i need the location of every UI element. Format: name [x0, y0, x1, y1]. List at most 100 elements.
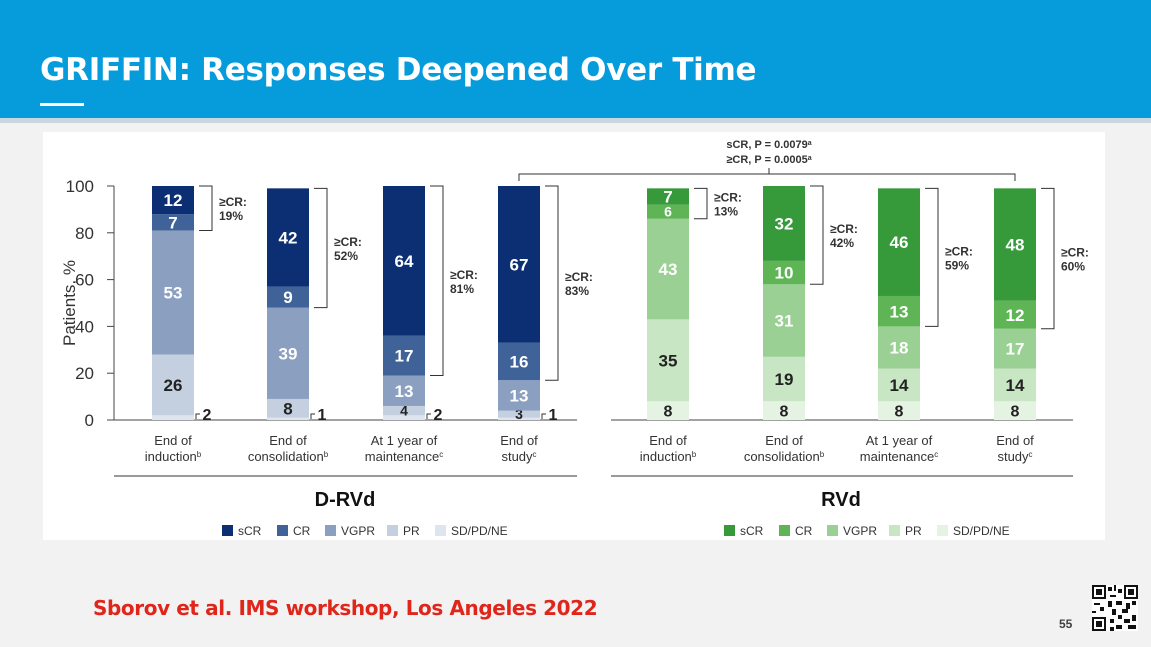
cr-label: ≥CR:	[565, 270, 593, 284]
y-tick-label: 0	[85, 411, 94, 430]
cr-label: 59%	[945, 258, 969, 272]
data-label: 7	[663, 188, 672, 207]
data-label: 35	[659, 351, 678, 370]
cr-label: 83%	[565, 284, 589, 298]
pvalue-footnote: a	[808, 155, 812, 162]
pvalue-footnote: a	[808, 140, 812, 147]
data-label: 17	[1006, 340, 1025, 359]
legend-swatch	[277, 525, 288, 536]
cr-label: 19%	[219, 209, 243, 223]
category-footnote: b	[692, 450, 697, 459]
legend-swatch	[724, 525, 735, 536]
cr-bracket	[694, 187, 708, 220]
data-label: 2	[203, 407, 212, 424]
citation: Sborov et al. IMS workshop, Los Angeles …	[93, 596, 598, 620]
bar-segment-vgpr	[878, 326, 920, 369]
legend-swatch	[435, 525, 446, 536]
title-underline	[40, 103, 84, 106]
legend-swatch	[387, 525, 398, 536]
legend-swatch	[937, 525, 948, 536]
data-label: 12	[1006, 306, 1025, 325]
data-label: 7	[168, 213, 177, 232]
category-footnote: c	[934, 450, 938, 459]
category-label: End of	[500, 433, 538, 448]
bar-segment-sdpdne	[647, 401, 689, 420]
category-label: studyc	[501, 449, 536, 464]
data-label: 43	[659, 260, 678, 279]
data-label: 6	[664, 204, 672, 220]
legend-label: VGPR	[843, 524, 877, 538]
data-label: 14	[1006, 376, 1025, 395]
cr-bracket	[199, 185, 213, 231]
data-label-leader	[541, 413, 546, 419]
bar-segment-pr	[994, 368, 1036, 402]
y-tick-label: 100	[66, 177, 94, 196]
comparison-bracket	[518, 173, 1016, 181]
legend-label: SD/PD/NE	[451, 524, 508, 538]
data-label: 13	[395, 382, 414, 401]
legend-swatch	[325, 525, 336, 536]
data-label: 8	[283, 399, 292, 418]
bar-segment-vgpr	[994, 328, 1036, 369]
legend-label: VGPR	[341, 524, 375, 538]
bar-segment-cr	[994, 300, 1036, 329]
category-label: inductionb	[640, 449, 697, 464]
cr-label: ≥CR:	[714, 191, 742, 205]
qr-code-icon	[1092, 585, 1138, 631]
cr-bracket	[810, 185, 824, 285]
data-label: 8	[895, 404, 904, 421]
legend-swatch	[889, 525, 900, 536]
data-label: 9	[283, 288, 292, 307]
header-divider	[0, 118, 1151, 123]
y-tick-label: 60	[75, 271, 94, 290]
data-label: 1	[549, 407, 558, 424]
data-label: 26	[164, 376, 183, 395]
bar-segment-sdpdne	[763, 401, 805, 420]
bar-segment-scr	[152, 186, 194, 215]
legend-label: sCR	[238, 524, 262, 538]
legend-swatch	[827, 525, 838, 536]
data-label: 67	[510, 255, 529, 274]
category-footnote: b	[324, 450, 329, 459]
category-footnote: c	[1029, 450, 1033, 459]
bar-segment-cr	[498, 342, 540, 381]
data-label: 18	[890, 339, 909, 358]
slide-title: GRIFFIN: Responses Deepened Over Time	[40, 52, 757, 88]
bar-segment-pr	[267, 398, 309, 418]
cr-label: ≥CR:	[219, 195, 247, 209]
y-tick-label: 40	[75, 317, 94, 336]
group-label: D-RVd	[315, 489, 376, 511]
cr-bracket	[430, 185, 444, 377]
bar-segment-scr	[647, 188, 689, 205]
cr-label: 42%	[830, 236, 854, 250]
cr-bracket	[545, 185, 559, 381]
bar-segment-cr	[267, 286, 309, 308]
bar-segment-vgpr	[647, 218, 689, 320]
data-label: 13	[890, 302, 909, 321]
category-footnote: b	[820, 450, 825, 459]
data-label: 8	[664, 404, 673, 421]
cr-bracket	[925, 187, 939, 327]
bar-segment-sdpdne	[878, 401, 920, 420]
legend-swatch	[222, 525, 233, 536]
cr-bracket	[1041, 187, 1055, 330]
category-label: End of	[996, 433, 1034, 448]
bar-segment-pr	[383, 405, 425, 416]
bar-segment-pr	[878, 368, 920, 402]
bar-segment-sdpdne	[152, 415, 194, 420]
data-label: 2	[434, 407, 443, 424]
data-label: 14	[890, 376, 909, 395]
bar-segment-cr	[647, 204, 689, 219]
cr-label: ≥CR:	[830, 222, 858, 236]
bar-segment-vgpr	[267, 307, 309, 399]
data-label: 48	[1006, 236, 1025, 255]
bar-segment-cr	[152, 214, 194, 231]
bar-segment-pr	[152, 354, 194, 416]
category-label: maintenancec	[365, 449, 443, 464]
comparison-pvalue: ≥CR, P = 0.0005a	[726, 154, 811, 166]
category-label: End of	[269, 433, 307, 448]
bar-segment-pr	[498, 410, 540, 418]
bar-segment-pr	[647, 319, 689, 402]
legend-label: sCR	[740, 524, 764, 538]
data-label-leader	[426, 413, 431, 419]
